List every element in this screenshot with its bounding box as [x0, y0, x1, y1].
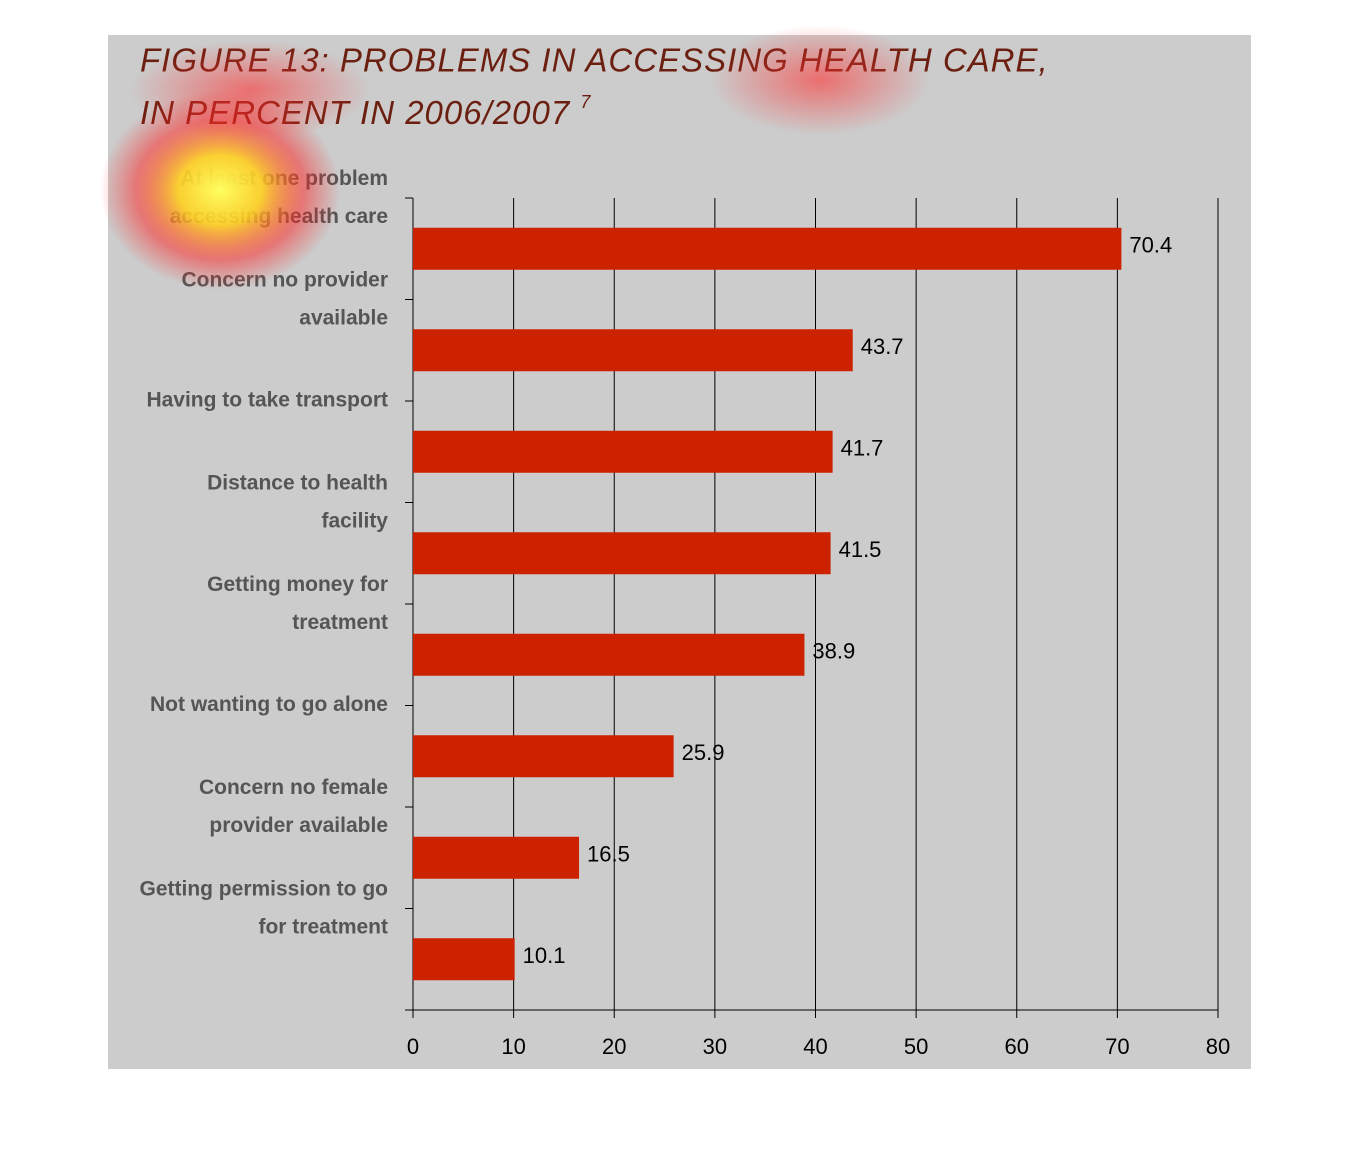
- y-tick-label: Concern no female provider available: [199, 776, 388, 837]
- value-label: 25.9: [682, 740, 725, 765]
- y-tick-label: Having to take transport: [146, 389, 388, 412]
- x-tick-label: 60: [1005, 1034, 1029, 1059]
- x-tick-label: 30: [703, 1034, 727, 1059]
- y-tick-label: Getting money for treatment: [207, 573, 388, 634]
- value-label: 41.7: [841, 436, 884, 461]
- x-tick-label: 40: [803, 1034, 827, 1059]
- bar: [413, 430, 833, 473]
- bar: [413, 227, 1122, 270]
- bar: [413, 532, 831, 575]
- bar: [413, 633, 805, 676]
- heatmap-blob: [100, 90, 340, 290]
- y-tick-label: Distance to health facility: [207, 471, 388, 532]
- x-tick-label: 80: [1206, 1034, 1230, 1059]
- bar: [413, 329, 853, 372]
- value-label: 41.5: [839, 537, 882, 562]
- value-label: 10.1: [523, 943, 566, 968]
- value-label: 70.4: [1129, 233, 1172, 258]
- x-tick-label: 70: [1105, 1034, 1129, 1059]
- y-tick-label: Not wanting to go alone: [150, 693, 388, 716]
- bar: [413, 938, 515, 981]
- heatmap-blob: [130, 40, 370, 140]
- heatmap-blob: [710, 25, 930, 135]
- x-tick-label: 10: [501, 1034, 525, 1059]
- value-label: 43.7: [861, 334, 904, 359]
- value-label: 38.9: [812, 639, 855, 664]
- value-label: 16.5: [587, 842, 630, 867]
- x-tick-label: 20: [602, 1034, 626, 1059]
- y-tick-label: Getting permission to go for treatment: [139, 877, 388, 938]
- x-tick-label: 50: [904, 1034, 928, 1059]
- bar: [413, 735, 674, 778]
- bar: [413, 836, 580, 879]
- title-note: 7: [580, 92, 591, 112]
- x-tick-label: 0: [407, 1034, 419, 1059]
